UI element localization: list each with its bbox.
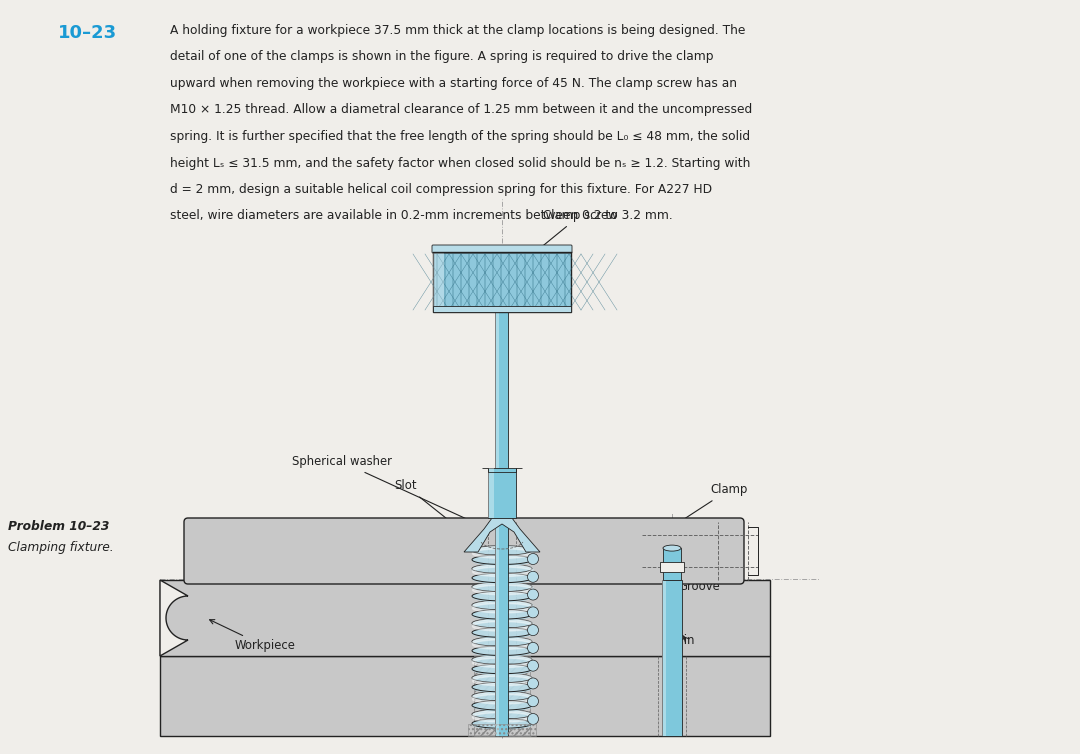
Text: Spherical washer: Spherical washer [292,455,478,525]
Circle shape [527,607,539,618]
Text: A holding fixture for a workpiece 37.5 mm thick at the clamp locations is being : A holding fixture for a workpiece 37.5 m… [170,24,745,37]
Circle shape [527,553,539,565]
Bar [433,252,571,312]
Bar [160,656,770,736]
Circle shape [527,624,539,636]
Bar [488,468,516,518]
Text: steel, wire diameters are available in 0.2-mm increments between 0.2 to 3.2 mm.: steel, wire diameters are available in 0… [170,210,673,222]
Text: 10–23: 10–23 [58,24,117,42]
Bar [663,548,681,580]
Bar [660,562,684,572]
Bar [488,468,494,518]
Bar [662,580,666,736]
Bar [433,252,571,312]
Bar [433,252,571,312]
Circle shape [527,589,539,600]
Text: Pin: Pin [678,633,696,646]
Ellipse shape [663,545,681,551]
Text: d = 2 mm, design a suitable helical coil compression spring for this fixture. Fo: d = 2 mm, design a suitable helical coil… [170,183,712,196]
Text: detail of one of the clamps is shown in the figure. A spring is required to driv: detail of one of the clamps is shown in … [170,51,714,63]
Bar [433,252,571,312]
Bar [433,252,571,312]
Bar [496,246,509,736]
Text: Slot: Slot [394,480,473,540]
Polygon shape [464,518,540,552]
FancyBboxPatch shape [432,245,572,253]
Polygon shape [160,580,188,656]
Bar [474,656,530,736]
Bar [662,580,681,736]
Bar [433,252,571,312]
Bar [433,252,571,312]
Bar [433,252,571,312]
Text: Clamping fixture.: Clamping fixture. [8,541,113,554]
FancyBboxPatch shape [184,518,744,584]
Bar [433,252,571,312]
Text: M10 × 1.25 thread. Allow a diametral clearance of 1.25 mm between it and the unc: M10 × 1.25 thread. Allow a diametral cle… [170,103,753,117]
Bar [468,724,536,736]
Circle shape [527,713,539,725]
Text: Groove: Groove [678,570,719,593]
Circle shape [527,572,539,582]
Text: Clamp: Clamp [638,483,747,549]
Bar [433,306,571,312]
Circle shape [527,642,539,654]
Circle shape [527,678,539,689]
Bar [496,246,499,736]
Text: upward when removing the workpiece with a starting force of 45 N. The clamp scre: upward when removing the workpiece with … [170,77,737,90]
Text: Problem 10–23: Problem 10–23 [8,520,109,532]
Bar [433,252,571,312]
Bar [433,252,444,312]
Bar [160,580,770,656]
Bar [433,252,571,312]
Text: Clamp screw: Clamp screw [509,209,618,274]
Bar [433,252,571,312]
Circle shape [527,661,539,671]
Text: Workpiece: Workpiece [210,620,295,652]
Bar [433,252,571,312]
Bar [433,252,571,312]
Text: spring. It is further specified that the free length of the spring should be L₀ : spring. It is further specified that the… [170,130,751,143]
Text: height Lₛ ≤ 31.5 mm, and the safety factor when closed solid should be nₛ ≥ 1.2.: height Lₛ ≤ 31.5 mm, and the safety fact… [170,157,751,170]
Circle shape [527,696,539,706]
Bar [433,252,571,312]
Bar [433,252,571,312]
